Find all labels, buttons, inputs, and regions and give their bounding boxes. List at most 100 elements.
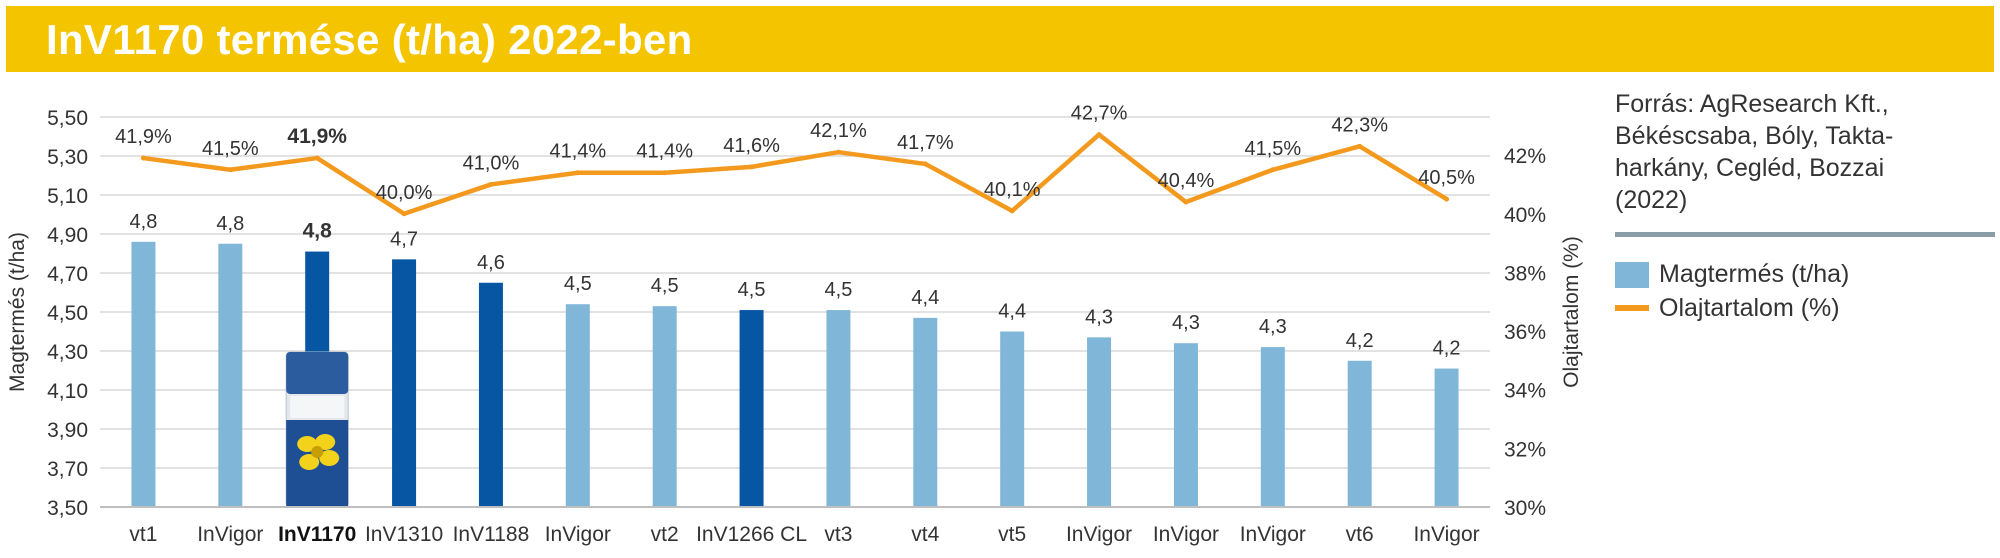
y-tick-label: 4,70 (47, 263, 88, 286)
bar (1173, 343, 1198, 507)
x-tick-label: InV1188 (453, 523, 530, 546)
oil-content-line (143, 132, 1448, 217)
legend-swatch-bar (1615, 262, 1649, 288)
line-value-label: 41,5% (1244, 138, 1301, 160)
bar (913, 317, 938, 507)
source-line: Forrás: AgResearch Kft., (1615, 90, 1889, 118)
bar (1347, 360, 1372, 507)
line-point (1096, 132, 1102, 138)
line-value-label: 41,4% (549, 141, 606, 163)
axes: 3,50 3,70 3,90 4,10 4,30 4,50 4,70 4,90 5,10 5,30… (6, 107, 1583, 546)
legend-item-magtermes: Magtermés (t/ha) (1615, 258, 1995, 290)
y-tick-label: 3,70 (47, 458, 88, 481)
bar-value-label: 4,5 (651, 275, 679, 297)
bar-value-label: 4,8 (216, 213, 244, 235)
line-point (662, 170, 668, 176)
y-tick-label: 3,50 (47, 497, 88, 520)
legend-item-olajtartalom: Olajtartalom (%) (1615, 292, 1995, 324)
source-line: (2022) (1615, 186, 1688, 214)
line-value-label: 41,4% (636, 141, 693, 163)
y-axis-title: Magtermés (t/ha) (6, 232, 29, 392)
bar-value-label: 4,8 (303, 220, 333, 243)
y-right-tick-label: 34% (1504, 380, 1546, 403)
bar-value-label: 4,5 (825, 279, 853, 301)
line-point (488, 181, 494, 187)
legend-divider (1615, 232, 1995, 237)
line-point (1357, 143, 1363, 149)
bar (826, 310, 851, 507)
bar (392, 259, 417, 507)
line-value-label: 42,3% (1331, 114, 1388, 136)
flower-petal-icon (299, 454, 320, 470)
line-point (1444, 196, 1450, 202)
y-tick-label: 4,10 (47, 380, 88, 403)
y-tick-label: 4,90 (47, 224, 88, 247)
x-tick-label: InVigor (1153, 523, 1219, 546)
line-point (749, 164, 755, 170)
x-tick-label: vt6 (1346, 523, 1374, 546)
bar (478, 282, 503, 507)
x-tick-label: InVigor (1066, 523, 1132, 546)
line-point (1009, 208, 1015, 214)
bar-value-label: 4,2 (1346, 330, 1374, 352)
y-tick-label: 3,90 (47, 419, 88, 442)
y-right-tick-label: 36% (1504, 321, 1546, 344)
line-series (140, 132, 1450, 217)
chart: 4,8 4,8 4,8 4,7 4,6 4,5 4,5 4,5 4,5 4,4 4,4 4,3 4,3 4… (6, 103, 1583, 546)
flower-petal-icon (319, 450, 340, 466)
bar-value-label: 4,4 (998, 301, 1026, 323)
line-point (922, 161, 928, 167)
x-tick-label: InV1310 (365, 523, 443, 546)
x-tick-label: vt2 (651, 523, 679, 546)
bar-value-label: 4,5 (738, 279, 766, 301)
bar-value-label: 4,3 (1172, 312, 1200, 334)
product-bag-top (286, 352, 349, 394)
line-point (835, 149, 841, 155)
chart-title: InV1170 termése (t/ha) 2022-ben (46, 16, 693, 63)
flower-petal-icon (297, 436, 318, 452)
x-tick-label: InV1170 (278, 523, 356, 546)
x-tick-label: InVigor (545, 523, 611, 546)
y-tick-label: 4,30 (47, 341, 88, 364)
x-tick-label: InVigor (197, 523, 263, 546)
legend-label: Olajtartalom (%) (1659, 294, 1840, 322)
source-note: Forrás: AgResearch Kft., Békéscsaba, Ból… (1615, 88, 1985, 216)
line-value-label: 41,0% (463, 152, 520, 174)
bar (1000, 331, 1025, 507)
line-value-label: 41,5% (202, 138, 259, 160)
bar-value-label: 4,2 (1433, 338, 1461, 360)
line-point (575, 170, 581, 176)
line-point (227, 167, 233, 173)
bar (652, 306, 677, 507)
y-tick-label: 5,30 (47, 146, 88, 169)
line-point (1183, 199, 1189, 205)
line-point (1270, 167, 1276, 173)
y-tick-label: 4,50 (47, 302, 88, 325)
bar-value-label: 4,7 (390, 228, 418, 250)
legend: Magtermés (t/ha) Olajtartalom (%) (1615, 258, 1995, 326)
data-labels: 4,8 4,8 4,8 4,7 4,6 4,5 4,5 4,5 4,5 4,4 4,4 4,3 4,3 4… (115, 103, 1475, 360)
product-bag-image (285, 351, 349, 508)
line-value-label: 41,9% (287, 125, 347, 148)
bar (565, 304, 590, 507)
bar (739, 310, 764, 507)
x-tick-label: InVigor (1240, 523, 1306, 546)
bar-value-label: 4,4 (911, 287, 939, 309)
title-banner: InV1170 termése (t/ha) 2022-ben (6, 6, 1994, 72)
legend-swatch-line (1615, 305, 1649, 311)
flower-petal-icon (311, 446, 324, 458)
x-tick-label: vt4 (911, 523, 939, 546)
bar (131, 241, 156, 508)
product-bag-label-band (290, 396, 345, 418)
y-right-tick-label: 32% (1504, 438, 1546, 461)
x-tick-label: InV1266 CL (696, 523, 807, 546)
x-tick-label: vt1 (129, 523, 157, 546)
bar (1087, 337, 1112, 507)
line-value-label: 41,7% (897, 132, 954, 154)
bar-value-label: 4,3 (1259, 316, 1287, 338)
bar-value-label: 4,5 (564, 273, 592, 295)
x-tick-label: InVigor (1413, 523, 1479, 546)
y-right-axis-title: Olajtartalom (%) (1560, 236, 1583, 388)
y-tick-label: 5,10 (47, 185, 88, 208)
y-right-tick-label: 42% (1504, 145, 1546, 168)
